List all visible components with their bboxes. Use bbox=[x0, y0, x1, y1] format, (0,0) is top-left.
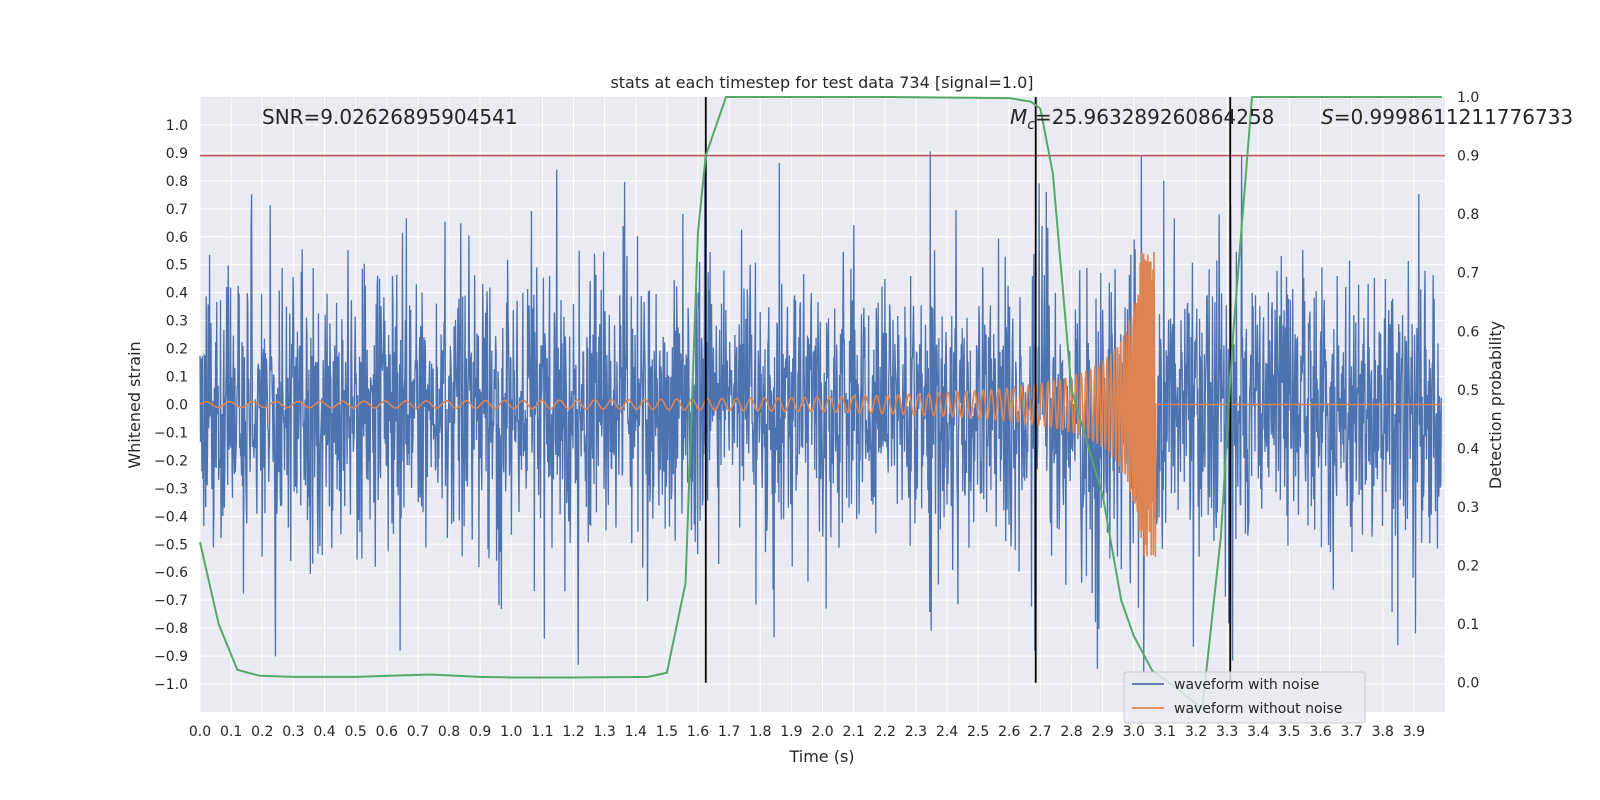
x-tick-label: 1.0 bbox=[500, 724, 522, 740]
x-tick-label: 0.7 bbox=[407, 724, 429, 740]
chart-title: stats at each timestep for test data 734… bbox=[610, 73, 1033, 92]
noise-series bbox=[199, 151, 1442, 674]
x-tick-label: 0.0 bbox=[189, 724, 211, 740]
probability-line bbox=[199, 96, 1442, 712]
y-tick-label: −0.4 bbox=[154, 509, 188, 525]
x-tick-label: 3.0 bbox=[1123, 724, 1145, 740]
legend-label-noise: waveform with noise bbox=[1174, 677, 1319, 693]
x-axis-label: Time (s) bbox=[788, 747, 854, 766]
x-tick-label: 2.2 bbox=[874, 724, 896, 740]
x-tick-label: 3.9 bbox=[1403, 724, 1425, 740]
legend-label-clean: waveform without noise bbox=[1174, 701, 1342, 717]
x-tick-label: 1.1 bbox=[531, 724, 553, 740]
y2-tick-label: 0.2 bbox=[1457, 559, 1479, 575]
x-tick-label: 0.2 bbox=[251, 724, 273, 740]
chirp-mass-value: =25.963289260864258 bbox=[1035, 105, 1274, 129]
y2-tick-label: 0.3 bbox=[1457, 500, 1479, 516]
x-tick-label: 2.8 bbox=[1060, 724, 1082, 740]
y-tick-label: 0.5 bbox=[166, 258, 188, 274]
x-tick-label: 1.7 bbox=[718, 724, 740, 740]
y-tick-label: −0.5 bbox=[154, 537, 188, 553]
x-tick-label: 2.1 bbox=[842, 724, 864, 740]
x-tick-label: 1.3 bbox=[593, 724, 615, 740]
x-tick-label: 3.2 bbox=[1185, 724, 1207, 740]
y-tick-label: −1.0 bbox=[154, 677, 188, 693]
x-tick-label: 3.1 bbox=[1154, 724, 1176, 740]
score-symbol: S bbox=[1321, 105, 1334, 129]
y-tick-label: −0.8 bbox=[154, 621, 188, 637]
x-tick-label: 1.2 bbox=[562, 724, 584, 740]
y-tick-label: −0.7 bbox=[154, 593, 188, 609]
y-tick-label: −0.2 bbox=[154, 453, 188, 469]
x-tick-label: 0.9 bbox=[469, 724, 491, 740]
y-tick-label: 0.1 bbox=[166, 370, 188, 386]
y2-axis-label: Detection probability bbox=[1486, 321, 1505, 489]
y-axis-label: Whitened strain bbox=[125, 341, 144, 468]
x-tick-label: 3.4 bbox=[1247, 724, 1269, 740]
y-tick-label: −0.6 bbox=[154, 565, 188, 581]
y2-tick-label: 0.8 bbox=[1457, 207, 1479, 223]
y-tick-label: 0.9 bbox=[166, 146, 188, 162]
chirp-series bbox=[199, 252, 1442, 558]
x-tick-label: 0.3 bbox=[282, 724, 304, 740]
y2-tick-label: 0.7 bbox=[1457, 266, 1479, 282]
x-tick-label: 2.3 bbox=[905, 724, 927, 740]
overlays bbox=[199, 96, 1445, 712]
y2-tick-label: 0.4 bbox=[1457, 441, 1479, 457]
y-tick-label: 0.4 bbox=[166, 286, 188, 302]
x-axis-ticks: 0.0 0.1 0.2 0.3 0.4 0.5 0.6 0.7 0.8 0.9 1.0 1.1 1.2 1… bbox=[189, 724, 1425, 740]
x-tick-label: 0.5 bbox=[344, 724, 366, 740]
chirp-trace bbox=[199, 252, 1442, 558]
y-tick-label: 0.2 bbox=[166, 342, 188, 358]
x-tick-label: 2.5 bbox=[967, 724, 989, 740]
chirp-mass-symbol: M bbox=[1010, 105, 1027, 129]
score-value: =0.9998611211776733 bbox=[1334, 105, 1573, 129]
x-tick-label: 3.3 bbox=[1216, 724, 1238, 740]
y-tick-label: 0.8 bbox=[166, 174, 188, 190]
x-tick-label: 0.8 bbox=[438, 724, 460, 740]
y2-tick-label: 0.9 bbox=[1457, 149, 1479, 165]
x-tick-label: 2.0 bbox=[811, 724, 833, 740]
y2-tick-label: 0.1 bbox=[1457, 617, 1479, 633]
x-tick-label: 2.9 bbox=[1091, 724, 1113, 740]
x-tick-label: 1.6 bbox=[687, 724, 709, 740]
x-tick-label: 3.6 bbox=[1309, 724, 1331, 740]
y-tick-label: −0.9 bbox=[154, 649, 188, 665]
y2-tick-label: 0.0 bbox=[1457, 676, 1479, 692]
x-tick-label: 2.4 bbox=[936, 724, 958, 740]
x-tick-label: 3.5 bbox=[1278, 724, 1300, 740]
y2-tick-label: 1.0 bbox=[1457, 90, 1479, 106]
y-tick-label: −0.3 bbox=[154, 481, 188, 497]
x-tick-label: 3.7 bbox=[1340, 724, 1362, 740]
legend: waveform with noise waveform without noi… bbox=[1123, 671, 1366, 724]
y-tick-label: 1.0 bbox=[166, 118, 188, 134]
snr-annotation: SNR=9.02626895904541 bbox=[262, 105, 518, 129]
x-tick-label: 1.8 bbox=[749, 724, 771, 740]
x-tick-label: 2.7 bbox=[1029, 724, 1051, 740]
x-tick-label: 0.6 bbox=[376, 724, 398, 740]
y-tick-label: 0.3 bbox=[166, 314, 188, 330]
y-tick-label: 0.6 bbox=[166, 230, 188, 246]
y2-tick-label: 0.5 bbox=[1457, 383, 1479, 399]
x-tick-label: 1.5 bbox=[656, 724, 678, 740]
legend-box bbox=[1123, 671, 1366, 724]
y-tick-label: 0.7 bbox=[166, 202, 188, 218]
x-tick-label: 3.8 bbox=[1372, 724, 1394, 740]
score-annotation: S=0.9998611211776733 bbox=[1321, 105, 1573, 129]
y-tick-label: −0.1 bbox=[154, 425, 188, 441]
x-tick-label: 1.9 bbox=[780, 724, 802, 740]
chirp-mass-annotation: Mc=25.963289260864258 bbox=[1010, 105, 1274, 133]
chirp-mass-subscript: c bbox=[1027, 117, 1035, 133]
y2-tick-label: 0.6 bbox=[1457, 324, 1479, 340]
y-tick-label: 0.0 bbox=[166, 398, 188, 414]
x-tick-label: 2.6 bbox=[998, 724, 1020, 740]
x-tick-label: 0.4 bbox=[313, 724, 335, 740]
x-tick-label: 0.1 bbox=[220, 724, 242, 740]
y-axis-ticks: 1.0 0.9 0.8 0.7 0.6 0.5 0.4 0.3 0.2 0.1 0.0 −0.1 −0.… bbox=[154, 118, 188, 693]
noise-trace bbox=[199, 151, 1442, 674]
y2-axis-ticks: 1.0 0.9 0.8 0.7 0.6 0.5 0.4 0.3 0.2 0.1 0.0 bbox=[1457, 90, 1479, 692]
x-tick-label: 1.4 bbox=[625, 724, 647, 740]
